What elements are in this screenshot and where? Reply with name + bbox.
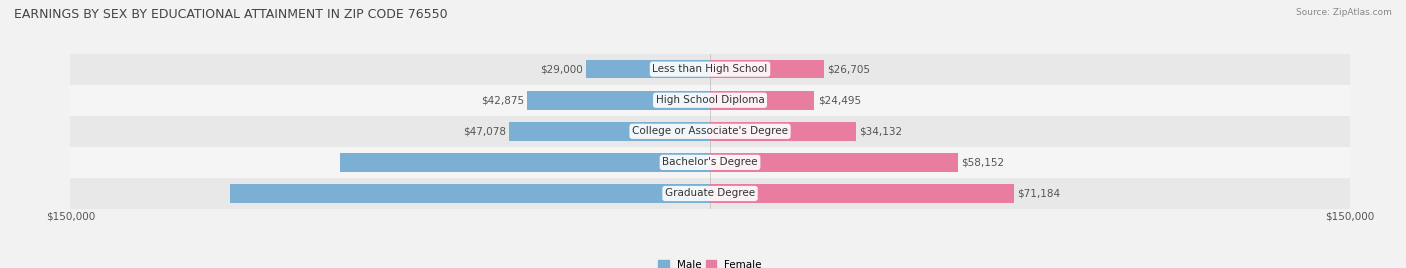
Bar xyxy=(586,60,710,79)
Bar xyxy=(70,54,1350,85)
Text: $29,000: $29,000 xyxy=(540,64,583,74)
Bar xyxy=(509,122,710,141)
Bar xyxy=(70,85,1350,116)
Bar xyxy=(229,184,710,203)
Text: $47,078: $47,078 xyxy=(463,126,506,136)
Legend: Male, Female: Male, Female xyxy=(654,255,766,268)
Text: $86,705: $86,705 xyxy=(692,157,734,168)
Bar xyxy=(70,178,1350,209)
Text: $58,152: $58,152 xyxy=(962,157,1004,168)
Bar xyxy=(527,91,710,110)
Bar xyxy=(710,60,824,79)
Text: High School Diploma: High School Diploma xyxy=(655,95,765,105)
Text: $34,132: $34,132 xyxy=(859,126,901,136)
Text: $71,184: $71,184 xyxy=(1017,188,1060,199)
Bar xyxy=(710,122,856,141)
Text: Graduate Degree: Graduate Degree xyxy=(665,188,755,199)
Bar xyxy=(70,116,1350,147)
Text: Bachelor's Degree: Bachelor's Degree xyxy=(662,157,758,168)
Text: $112,589: $112,589 xyxy=(686,188,735,199)
Bar xyxy=(710,91,814,110)
Text: Source: ZipAtlas.com: Source: ZipAtlas.com xyxy=(1296,8,1392,17)
Text: $24,495: $24,495 xyxy=(818,95,860,105)
Bar xyxy=(710,184,1014,203)
Bar xyxy=(710,153,957,172)
Bar xyxy=(70,147,1350,178)
Text: $42,875: $42,875 xyxy=(481,95,524,105)
Text: Less than High School: Less than High School xyxy=(652,64,768,74)
Text: EARNINGS BY SEX BY EDUCATIONAL ATTAINMENT IN ZIP CODE 76550: EARNINGS BY SEX BY EDUCATIONAL ATTAINMEN… xyxy=(14,8,447,21)
Bar xyxy=(340,153,710,172)
Text: $26,705: $26,705 xyxy=(827,64,870,74)
Text: College or Associate's Degree: College or Associate's Degree xyxy=(633,126,787,136)
